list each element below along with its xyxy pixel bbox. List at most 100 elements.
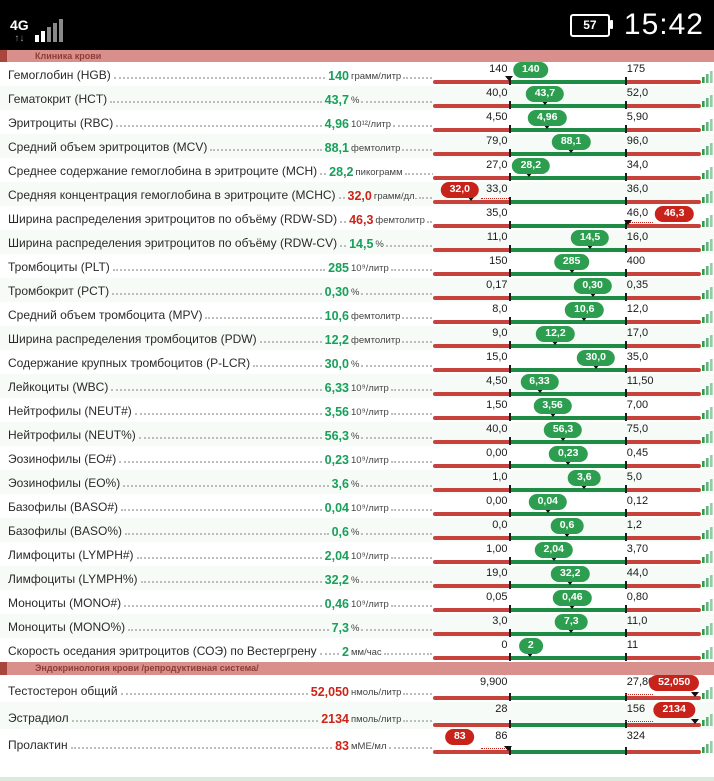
lab-row[interactable]: Лимфоциты (LYMPH%) 32,2% 19,0 44,0 32,2 — [0, 566, 714, 590]
mini-bar-chart-icon[interactable] — [702, 430, 713, 443]
mini-bar-chart-icon[interactable] — [702, 358, 713, 371]
test-unit: % — [351, 286, 360, 298]
lab-row-left: Моноциты (MONO#) 0,46 10⁹/литр — [0, 590, 433, 614]
lab-row[interactable]: Эозинофилы (EO#) 0,23 10⁹/литр 0,00 0,45 0,23 — [0, 446, 714, 470]
lab-row[interactable]: Гемоглобин (HGB) 140 грамм/литр 140 175 140 — [0, 62, 714, 86]
mini-bar-chart-icon[interactable] — [702, 190, 713, 203]
ref-max-tick — [624, 149, 627, 157]
range-bar-normal-zone — [509, 536, 625, 540]
lab-row[interactable]: Моноциты (MONO%) 7,3% 3,0 11,0 7,3 — [0, 614, 714, 638]
lab-row[interactable]: Нейтрофилы (NEUT#) 3,56 10⁹/литр 1,50 7,00 3,… — [0, 398, 714, 422]
lab-row[interactable]: Эритроциты (RBC) 4,96 10¹²/литр 4,50 5,90 4,9… — [0, 110, 714, 134]
mini-bar-chart-icon[interactable] — [702, 713, 713, 726]
value-badge: 88,1 — [551, 134, 591, 150]
range-bar: 150 400 285 — [433, 254, 701, 278]
range-bar-cell: 4,50 11,50 6,33 — [433, 374, 714, 398]
mini-bar-chart-icon[interactable] — [702, 94, 713, 107]
lab-row[interactable]: Скорость оседания эритроцитов (СОЭ) по В… — [0, 638, 714, 662]
range-bar-cell: 4,50 5,90 4,96 — [433, 110, 714, 134]
ref-min-label: 1,0 — [492, 471, 508, 483]
range-bar-normal-zone — [509, 344, 625, 348]
lab-row[interactable]: Нейтрофилы (NEUT%) 56,3% 40,0 75,0 56,3 — [0, 422, 714, 446]
mini-bar-chart-icon[interactable] — [702, 382, 713, 395]
test-unit-block: фемтолитр — [349, 335, 433, 346]
lab-row[interactable]: Лимфоциты (LYMPH#) 2,04 10⁹/литр 1,00 3,70 2,… — [0, 542, 714, 566]
lab-row[interactable]: Средняя концентрация гемоглобина в эритр… — [0, 182, 714, 206]
lab-row[interactable]: Содержание крупных тромбоцитов (P-LCR) 30… — [0, 350, 714, 374]
range-bar-cell: 9,0 17,0 12,2 — [433, 326, 714, 350]
range-bar-track — [433, 750, 701, 754]
test-name: Тромбокрит (PCT) — [8, 283, 110, 298]
ref-max-label: 324 — [626, 730, 646, 742]
mini-bar-chart-icon[interactable] — [702, 622, 713, 635]
mini-bar-chart-icon[interactable] — [702, 262, 713, 275]
dotted-leader — [119, 460, 322, 463]
dotted-leader — [70, 746, 333, 749]
lab-row[interactable]: Базофилы (BASO%) 0,6% 0,0 1,2 0,6 — [0, 518, 714, 542]
mini-bar-chart-icon[interactable] — [702, 286, 713, 299]
mini-bar-chart-icon[interactable] — [702, 238, 713, 251]
test-value: 285 — [328, 260, 349, 275]
mini-bar-chart-icon[interactable] — [702, 502, 713, 515]
range-bar-track — [433, 296, 701, 300]
range-bar-track — [433, 272, 701, 276]
test-unit: нмоль/литр — [351, 686, 402, 698]
lab-row[interactable]: Эозинофилы (EO%) 3,6% 1,0 5,0 3,6 — [0, 470, 714, 494]
range-bar: 79,0 96,0 88,1 — [433, 134, 701, 158]
mini-bar-chart-icon[interactable] — [702, 598, 713, 611]
mini-bar-chart-icon[interactable] — [702, 406, 713, 419]
mini-bar-chart-icon[interactable] — [702, 686, 713, 699]
lab-row[interactable]: Ширина распределения эритроцитов по объё… — [0, 206, 714, 230]
mini-bar-chart-icon[interactable] — [702, 70, 713, 83]
mini-bar-chart-icon[interactable] — [702, 574, 713, 587]
mini-bar-chart-icon[interactable] — [702, 646, 713, 659]
mini-bar-chart-icon[interactable] — [702, 526, 713, 539]
dotted-leader — [71, 719, 319, 722]
lab-row[interactable]: Лейкоциты (WBC) 6,33 10⁹/литр 4,50 11,50 6,33 — [0, 374, 714, 398]
ref-max-label: 27,800 — [626, 676, 661, 688]
mini-bar-chart-icon[interactable] — [702, 740, 713, 753]
mini-bar-chart-icon[interactable] — [702, 334, 713, 347]
lab-row[interactable]: Тромбокрит (PCT) 0,30% 0,17 0,35 0,30 — [0, 278, 714, 302]
range-bar-cell: 0,05 0,80 0,46 — [433, 590, 714, 614]
ref-min-label: 4,50 — [486, 375, 508, 387]
test-unit: фемтолитр — [351, 334, 401, 346]
mini-bar-chart-icon[interactable] — [702, 550, 713, 563]
value-badge: 0,04 — [528, 494, 567, 510]
lab-row[interactable]: Гематокрит (HCT) 43,7% 40,0 52,0 43,7 — [0, 86, 714, 110]
mini-bar-chart-icon[interactable] — [702, 478, 713, 491]
lab-row[interactable]: Ширина распределения эритроцитов по объё… — [0, 230, 714, 254]
lab-row[interactable]: Средний объем тромбоцита (MPV) 10,6 фемтол… — [0, 302, 714, 326]
ref-min-label: 9,900 — [479, 676, 508, 688]
mini-bar-chart-icon[interactable] — [702, 454, 713, 467]
lab-row[interactable]: Тестостерон общий 52,050 нмоль/литр 9,900 27… — [0, 675, 714, 702]
range-bar: 0,00 0,45 0,23 — [433, 446, 701, 470]
mini-bar-chart-icon[interactable] — [702, 118, 713, 131]
value-badge: 2 — [518, 638, 543, 654]
ref-min-tick — [509, 461, 512, 469]
mini-bar-chart-icon[interactable] — [702, 310, 713, 323]
lab-row-left: Ширина распределения эритроцитов по объё… — [0, 206, 433, 230]
test-name: Среднее содержание гемоглобина в эритроц… — [8, 163, 318, 178]
test-unit: % — [351, 622, 360, 634]
lab-row[interactable]: Моноциты (MONO#) 0,46 10⁹/литр 0,05 0,80 0,46 — [0, 590, 714, 614]
dotted-leader — [124, 604, 322, 607]
lab-row[interactable]: Ширина распределения тромбоцитов (PDW) 12… — [0, 326, 714, 350]
ref-min-tick — [509, 173, 512, 181]
mini-bar-chart-icon[interactable] — [702, 166, 713, 179]
lab-row[interactable]: Эстрадиол 2134 пмоль/литр 28 156 2134 — [0, 702, 714, 729]
lab-row[interactable]: Базофилы (BASO#) 0,04 10⁹/литр 0,00 0,12 0,04 — [0, 494, 714, 518]
range-bar-cell: 0,00 0,45 0,23 — [433, 446, 714, 470]
lab-row[interactable]: Пролактин 83 мМЕ/мл 86 324 83 — [0, 729, 714, 756]
status-bar: 4G ↑↓ 57 15:42 — [0, 0, 714, 50]
lab-row[interactable]: Среднее содержание гемоглобина в эритроц… — [0, 158, 714, 182]
mini-bar-chart-icon[interactable] — [702, 142, 713, 155]
lab-row[interactable]: Средний объем эритроцитов (MCV) 88,1 фемто… — [0, 134, 714, 158]
ref-min-tick — [509, 149, 512, 157]
test-name: Эозинофилы (EO%) — [8, 475, 121, 490]
dotted-leader — [403, 692, 432, 695]
mini-bar-chart-icon[interactable] — [702, 214, 713, 227]
range-bar-track — [433, 512, 701, 516]
lab-row[interactable]: Тромбоциты (PLT) 285 10⁹/литр 150 400 285 — [0, 254, 714, 278]
range-bar: 0,17 0,35 0,30 — [433, 278, 701, 302]
